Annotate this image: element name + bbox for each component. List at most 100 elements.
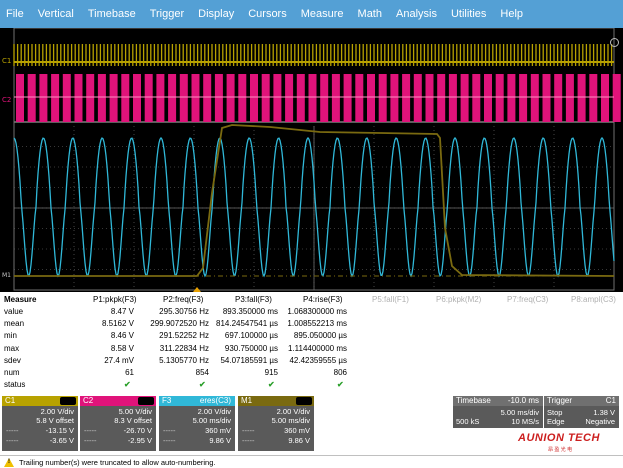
channel-vdiv: 2.00 V/div (276, 407, 310, 416)
param-header-p1[interactable]: P1:pkpk(F3) (93, 295, 137, 304)
brand-logo-subtitle: 昂 盈 光 电 (548, 447, 573, 453)
measure-value: 806 (333, 368, 347, 377)
channel-box-c1[interactable]: C1 2.00 V/div 5.8 V offset -13.15 V ----- -3.… (2, 396, 78, 451)
channel-box-header: C2 (80, 396, 156, 406)
measure-value: 893.350000 ms (222, 307, 278, 316)
measure-row-label: mean (4, 319, 25, 329)
channel-offset: 5.00 ms/div (192, 416, 231, 425)
param-header-p8[interactable]: P8:ampl(C3) (571, 295, 616, 304)
zoom-icon[interactable] (610, 38, 619, 47)
param-header-p7[interactable]: P7:freq(C3) (507, 295, 549, 304)
channel-name: C2 (83, 396, 94, 405)
menu-measure[interactable]: Measure (300, 8, 344, 20)
measure-value: 299.9072520 Hz (150, 319, 209, 329)
c3-trace (13, 136, 615, 278)
status-check-icon: ✔ (337, 380, 344, 390)
measure-title: Measure (4, 295, 37, 304)
menu-timebase[interactable]: Timebase (87, 8, 136, 20)
coupling-badge (296, 397, 312, 405)
channel-offset: 5.00 ms/div (271, 416, 310, 425)
measure-value: 42.42359555 µs (289, 355, 347, 365)
measure-value: 311.22834 Hz (159, 343, 209, 353)
menu-analysis[interactable]: Analysis (396, 8, 437, 20)
measure-value: 915 (264, 368, 278, 377)
measure-value: 8.47 V (110, 307, 134, 316)
param-header-p5[interactable]: P5:fall(F1) (372, 295, 409, 304)
menu-cursors[interactable]: Cursors (248, 8, 287, 20)
waveform-display[interactable]: C1 C2 M1 (0, 28, 623, 292)
channel-box-m1[interactable]: M1 2.00 V/div 5.00 ms/div 360 mV ----- 9.86 V… (238, 396, 314, 451)
measure-row-label: num (4, 368, 20, 377)
menu-file[interactable]: File (6, 8, 24, 20)
channel-box-f3[interactable]: F3 eres(C3) 2.00 V/div 5.00 ms/div 360 mV ---… (159, 396, 235, 451)
c1-trace-label: C1 (2, 57, 12, 65)
measure-value: 295.30756 Hz (159, 307, 209, 316)
channel-box-header: M1 (238, 396, 314, 406)
channel-dash-2: ----- (242, 436, 255, 445)
timebase-samples: 500 kS (456, 417, 480, 426)
timebase-title: Timebase (456, 396, 491, 405)
timebase-div: 5.00 ms/div (500, 408, 539, 417)
measure-value: 61 (125, 368, 134, 377)
channel-dash-2: ----- (6, 436, 19, 445)
measure-value: 27.4 mV (104, 355, 134, 365)
param-header-p3[interactable]: P3:fall(F3) (235, 295, 272, 304)
measure-value: 1.114400000 ms (287, 343, 347, 353)
measure-value: 930.750000 µs (224, 343, 278, 353)
channel-dash-1: ----- (242, 426, 255, 435)
channel-dash-1: ----- (84, 426, 97, 435)
measure-value: 291.52252 Hz (159, 331, 209, 341)
menu-vertical[interactable]: Vertical (37, 8, 74, 20)
param-header-p2[interactable]: P2:freq(F3) (163, 295, 204, 304)
trigger-position-marker[interactable] (193, 287, 201, 292)
channel-box-header: F3 eres(C3) (159, 396, 235, 406)
c2-trace-label: C2 (2, 96, 12, 104)
m1-trace-label: M1 (2, 272, 11, 279)
measure-value: 854 (195, 368, 209, 377)
param-header-p6[interactable]: P6:pkpk(M2) (436, 295, 482, 304)
c2-trace (16, 74, 621, 122)
trigger-type: Edge (547, 417, 565, 426)
channel-vdiv: 5.00 V/div (118, 407, 152, 416)
menu-help[interactable]: Help (500, 8, 524, 20)
measure-value: 54.07185591 µs (220, 355, 278, 365)
warning-icon: ! (4, 457, 14, 467)
param-header-p4[interactable]: P4:rise(F3) (303, 295, 343, 304)
channel-function: eres(C3) (199, 396, 231, 405)
channel-vdiv: 2.00 V/div (197, 407, 231, 416)
channel-value-1: -13.15 V (45, 426, 74, 435)
measure-value: 8.58 V (110, 343, 134, 353)
status-bar: ! Trailing number(s) were truncated to a… (0, 455, 623, 468)
channel-vdiv: 2.00 V/div (40, 407, 74, 416)
channel-box-c2[interactable]: C2 5.00 V/div 8.3 V offset -26.70 V ----- -2.… (80, 396, 156, 451)
timebase-descriptor[interactable]: Timebase -10.0 ms 5.00 ms/div 500 kS 10 … (453, 396, 543, 428)
channel-box-header: C1 (2, 396, 78, 406)
menu-display[interactable]: Display (198, 8, 235, 20)
measure-value: 1.008552213 ms (287, 319, 347, 329)
channel-dash-1: ----- (163, 426, 176, 435)
measure-value: 8.5162 V (101, 319, 134, 329)
channel-value-2: -2.95 V (127, 436, 152, 445)
trigger-channel: C1 (605, 396, 616, 405)
channel-name: M1 (241, 396, 253, 405)
menu-trigger[interactable]: Trigger (149, 8, 185, 20)
menu-math[interactable]: Math (357, 8, 382, 20)
channel-value-2: 9.86 V (209, 436, 231, 445)
status-message: Trailing number(s) were truncated to all… (19, 457, 216, 467)
measure-row-label: value (4, 307, 24, 316)
channel-dash-2: ----- (163, 436, 176, 445)
measure-row-label: status (4, 380, 26, 390)
channel-dash-2: ----- (84, 436, 97, 445)
measure-row-label: sdev (4, 355, 21, 365)
trigger-descriptor[interactable]: Trigger C1 Stop 1.38 V Edge Negative (544, 396, 619, 428)
brand-logo: AUNION TECH (518, 432, 600, 444)
measure-value: 814.24547541 µs (216, 319, 278, 329)
channel-value-1: 360 mV (205, 426, 231, 435)
timebase-rate: 10 MS/s (511, 417, 539, 426)
channel-value-1: 360 mV (284, 426, 310, 435)
channel-name: F3 (162, 396, 172, 405)
menu-utilities[interactable]: Utilities (450, 8, 487, 20)
trigger-level: 1.38 V (593, 408, 615, 417)
trigger-mode: Stop (547, 408, 563, 417)
measure-value: 697.100000 µs (224, 331, 278, 341)
